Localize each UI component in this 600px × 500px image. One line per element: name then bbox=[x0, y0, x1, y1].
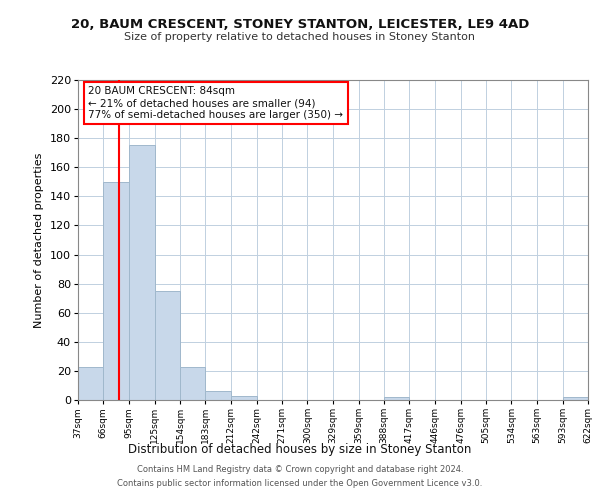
Bar bbox=[230, 396, 257, 400]
Bar bbox=[155, 291, 180, 400]
Bar bbox=[384, 397, 409, 400]
Text: Distribution of detached houses by size in Stoney Stanton: Distribution of detached houses by size … bbox=[128, 442, 472, 456]
Text: Size of property relative to detached houses in Stoney Stanton: Size of property relative to detached ho… bbox=[125, 32, 476, 42]
Text: 20 BAUM CRESCENT: 84sqm
← 21% of detached houses are smaller (94)
77% of semi-de: 20 BAUM CRESCENT: 84sqm ← 21% of detache… bbox=[88, 86, 343, 120]
Bar bbox=[128, 146, 155, 400]
Bar bbox=[563, 397, 588, 400]
Text: Contains HM Land Registry data © Crown copyright and database right 2024.
Contai: Contains HM Land Registry data © Crown c… bbox=[118, 466, 482, 487]
Text: 20, BAUM CRESCENT, STONEY STANTON, LEICESTER, LE9 4AD: 20, BAUM CRESCENT, STONEY STANTON, LEICE… bbox=[71, 18, 529, 30]
Y-axis label: Number of detached properties: Number of detached properties bbox=[34, 152, 44, 328]
Bar bbox=[103, 182, 128, 400]
Bar bbox=[205, 392, 230, 400]
Bar bbox=[180, 366, 205, 400]
Bar bbox=[78, 366, 103, 400]
